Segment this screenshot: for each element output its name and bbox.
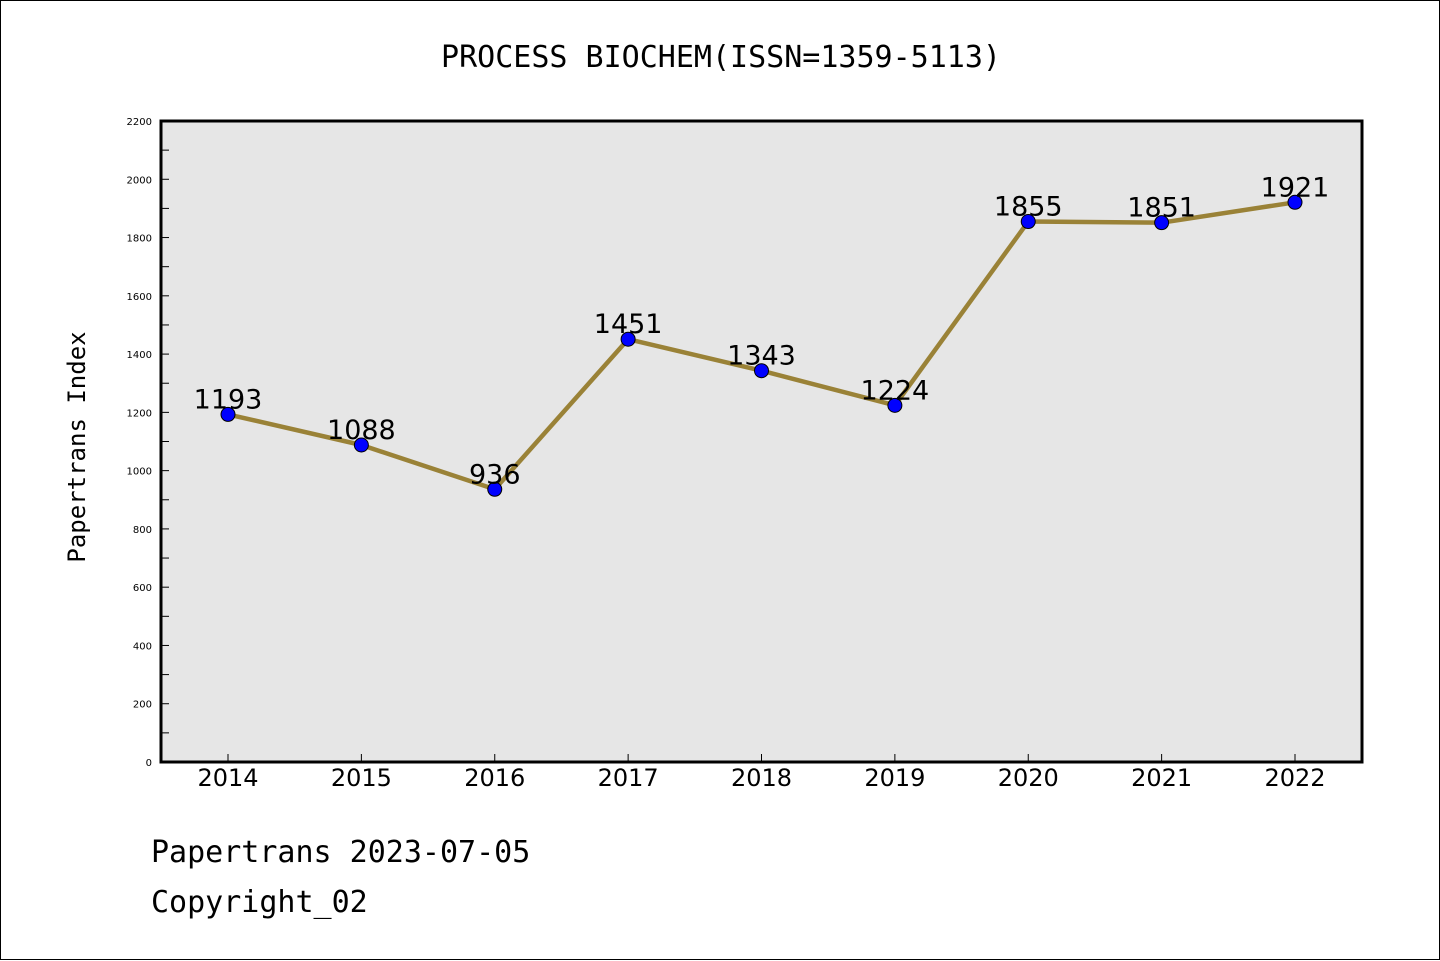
data-label: 1921 [1261, 172, 1330, 203]
y-axis-label: Papertrans Index [63, 331, 91, 562]
y-tick-label: 600 [133, 583, 152, 594]
data-point [1287, 194, 1303, 210]
x-tick-label: 2018 [731, 764, 792, 792]
y-tick-label: 0 [146, 758, 152, 769]
data-label: 936 [469, 459, 521, 490]
y-tick-label: 1400 [127, 350, 152, 361]
x-tick-label: 2019 [864, 764, 925, 792]
chart-title: PROCESS BIOCHEM(ISSN=1359-5113) [441, 40, 1001, 75]
data-point [220, 406, 236, 422]
x-tick-label: 2022 [1264, 764, 1325, 792]
y-tick-label: 800 [133, 525, 152, 536]
y-tick-label: 1000 [127, 467, 152, 478]
x-tick-label: 2016 [464, 764, 525, 792]
data-label: 1451 [594, 309, 663, 340]
y-tick-label: 1800 [127, 234, 152, 245]
data-label-layer: 1193 1088 936 1451 1343 1224 1855 1851 1921 [194, 172, 1330, 490]
data-point [754, 363, 769, 379]
x-tick-label: 2017 [598, 764, 659, 792]
data-label: 1855 [994, 192, 1063, 223]
x-tick-label: 2015 [331, 764, 392, 792]
x-axis-ticks: 2014 2015 2016 2017 2018 2019 2020 2021 2022 [197, 754, 1326, 792]
data-point [353, 437, 369, 453]
footer-copyright: Copyright_02 [151, 885, 368, 920]
y-tick-label: 1600 [127, 292, 152, 303]
y-tick-label: 200 [133, 700, 152, 711]
y-tick-label: 400 [133, 641, 152, 652]
x-tick-label: 2020 [998, 764, 1059, 792]
data-label: 1224 [861, 375, 930, 406]
data-label: 1193 [194, 384, 263, 415]
footer-date: Papertrans 2023-07-05 [151, 835, 531, 870]
data-label: 1343 [727, 341, 796, 372]
x-tick-label: 2021 [1131, 764, 1192, 792]
data-point [887, 397, 903, 413]
data-label: 1851 [1127, 193, 1196, 224]
data-point [620, 331, 636, 347]
data-point [1020, 214, 1036, 230]
data-label: 1088 [327, 415, 396, 446]
y-tick-label: 2200 [127, 117, 152, 128]
data-point [487, 481, 503, 497]
y-tick-label: 2000 [127, 175, 152, 186]
y-tick-label: 1200 [127, 408, 152, 419]
series-layer [220, 194, 1303, 497]
y-axis-ticks: 0 200 400 600 800 1000 1200 1400 1600 1800 2000 220… [127, 117, 169, 769]
x-tick-label: 2014 [197, 764, 258, 792]
data-point [1154, 215, 1170, 231]
